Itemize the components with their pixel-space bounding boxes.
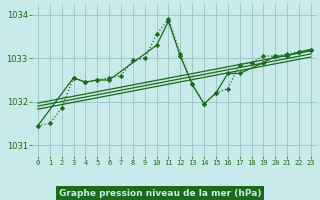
Text: Graphe pression niveau de la mer (hPa): Graphe pression niveau de la mer (hPa) xyxy=(59,189,261,198)
